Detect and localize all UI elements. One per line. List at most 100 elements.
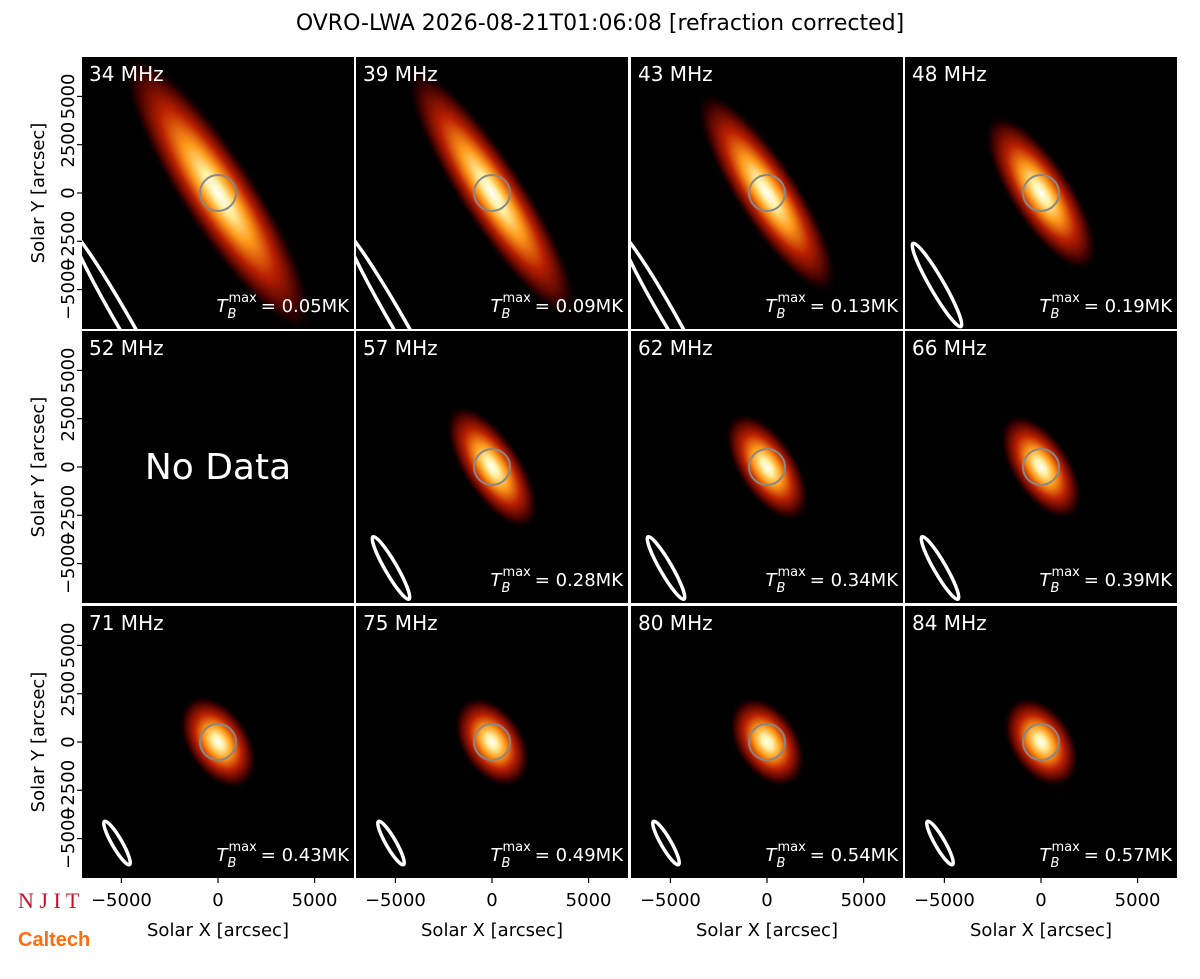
tb-symbol: T (1040, 570, 1053, 591)
tb-symbol: T (766, 296, 779, 317)
y-tick-label: 0 (58, 736, 79, 747)
tb-symbol: T (217, 845, 230, 866)
y-tick-label: 0 (58, 461, 79, 472)
tb-value: = 0.19MK (1084, 296, 1173, 317)
emission (445, 404, 539, 530)
tb-sub: B (1051, 581, 1060, 596)
x-axis-label: Solar X [arcsec] (696, 920, 838, 941)
tb-max-label: TBmax = 0.57MK (1040, 840, 1174, 871)
tb-symbol: T (491, 845, 504, 866)
beam (356, 230, 449, 329)
solar-disk (473, 448, 511, 486)
tb-sup: max (228, 840, 257, 855)
freq-label: 62 MHz (638, 336, 713, 360)
tb-max-label: TBmax = 0.49MK (491, 840, 625, 871)
x-tick-label: −5000 (640, 890, 701, 911)
solar-disk (748, 448, 786, 486)
emission (405, 65, 579, 321)
panel-image (82, 57, 314, 329)
tb-value: = 0.54MK (810, 845, 899, 866)
panel-image (925, 696, 1080, 867)
tb-symbol: T (1040, 296, 1053, 317)
y-axis-label: Solar Y [arcsec] (28, 672, 49, 813)
emission (999, 414, 1083, 520)
tb-symbol: T (1040, 845, 1053, 866)
tb-value: = 0.05MK (261, 296, 350, 317)
panel: TBmax = 0.19MK 48 MHz (905, 57, 1177, 329)
tb-value: = 0.09MK (535, 296, 624, 317)
tb-sup: max (228, 291, 257, 306)
x-tick-label: −5000 (91, 890, 152, 911)
tb-sup: max (777, 291, 806, 306)
solar-disk (473, 723, 511, 761)
solar-disk (1022, 174, 1060, 212)
x-tick-label: 5000 (292, 890, 338, 911)
y-tick-label: 2500 (58, 396, 79, 442)
y-tick-label: 5000 (58, 623, 79, 669)
x-tick-label: −5000 (914, 890, 975, 911)
tb-max-label: TBmax = 0.54MK (766, 840, 900, 871)
y-tick-label: −2500 (58, 485, 79, 546)
tb-symbol: T (766, 845, 779, 866)
emission (696, 90, 838, 296)
x-axis-label: Solar X [arcsec] (970, 920, 1112, 941)
tb-symbol: T (491, 296, 504, 317)
emission (724, 412, 810, 522)
x-tick-label: 5000 (1115, 890, 1161, 911)
beam (910, 241, 964, 329)
tb-sub: B (1051, 307, 1060, 322)
x-tick-label: 0 (212, 890, 223, 911)
y-tick-label: −5000 (58, 533, 79, 594)
tb-sub: B (777, 581, 786, 596)
panel: TBmax = 0.39MK 66 MHz (905, 331, 1177, 603)
logo-caltech: Caltech (18, 929, 90, 951)
y-tick-label: −2500 (58, 760, 79, 821)
y-axis-label: Solar Y [arcsec] (28, 123, 49, 264)
tb-sup: max (1051, 291, 1080, 306)
y-tick-label: 2500 (58, 122, 79, 168)
tb-max-label: TBmax = 0.39MK (1040, 565, 1174, 596)
beam (645, 534, 687, 602)
freq-label: 43 MHz (638, 62, 713, 86)
x-axis-label: Solar X [arcsec] (421, 920, 563, 941)
tb-sub: B (502, 581, 511, 596)
solar-disk (473, 174, 511, 212)
chart-title: OVRO-LWA 2026-08-21T01:06:08 [refraction… (296, 11, 904, 36)
y-tick-label: 0 (58, 187, 79, 198)
tb-sub: B (502, 856, 511, 871)
x-tick-label: 5000 (841, 890, 887, 911)
solar-disk (748, 174, 786, 212)
solar-disk (748, 723, 786, 761)
freq-label: 80 MHz (638, 611, 713, 635)
tb-max-label: TBmax = 0.13MK (766, 291, 900, 322)
freq-label: 34 MHz (89, 62, 164, 86)
panel-image (651, 696, 806, 867)
freq-label: 48 MHz (912, 62, 987, 86)
tb-sup: max (502, 291, 531, 306)
tb-max-label: TBmax = 0.28MK (491, 565, 625, 596)
solar-disk (1022, 723, 1060, 761)
beam (651, 819, 681, 867)
y-tick-label: 5000 (58, 348, 79, 394)
freq-label: 57 MHz (363, 336, 438, 360)
beam (925, 819, 955, 867)
x-tick-label: 0 (761, 890, 772, 911)
emission (178, 695, 258, 789)
panel-image (910, 113, 1098, 329)
emission (122, 57, 314, 329)
tb-sup: max (502, 565, 531, 580)
beam (919, 534, 961, 602)
tb-max-label: TBmax = 0.09MK (491, 291, 625, 322)
tb-value: = 0.57MK (1084, 845, 1173, 866)
y-tick-label: −2500 (58, 211, 79, 272)
freq-label: 71 MHz (89, 611, 164, 635)
tb-sub: B (228, 856, 237, 871)
solar-disk (1022, 448, 1060, 486)
tb-sup: max (1051, 565, 1080, 580)
freq-label: 52 MHz (89, 336, 164, 360)
x-tick-label: 0 (486, 890, 497, 911)
